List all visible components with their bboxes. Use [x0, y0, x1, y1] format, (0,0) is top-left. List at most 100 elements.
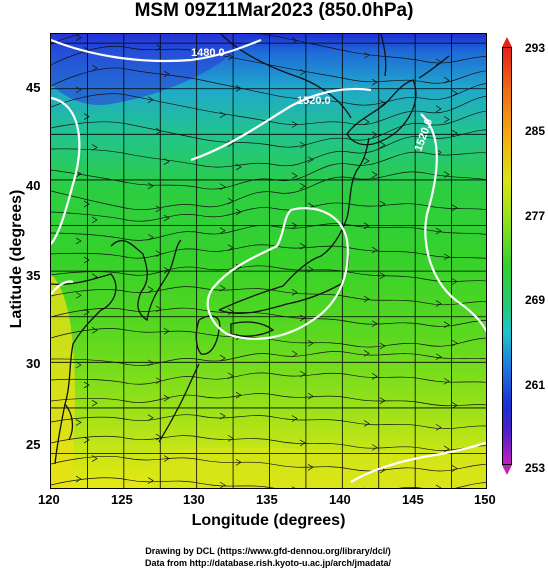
x-tick: 135 [256, 492, 278, 507]
contour-label-1480: 1480.0 [191, 47, 225, 59]
streamline [51, 67, 486, 106]
streamline-arrow [163, 70, 170, 78]
streamline-arrow [75, 170, 82, 178]
streamline-arrow [75, 475, 82, 483]
streamline-arrow [219, 412, 226, 420]
streamline-arrow [75, 419, 82, 426]
streamline-arrow [291, 172, 298, 180]
coast-kurils [418, 55, 450, 79]
streamline-arrow [155, 433, 162, 441]
streamline-arrow [363, 157, 370, 165]
y-axis-label: Latitude (degrees) [8, 189, 25, 329]
streamline-arrow [435, 105, 442, 113]
streamline-arrow [163, 266, 170, 274]
streamline-arrow [235, 208, 242, 216]
streamline-arrow [219, 227, 226, 234]
credit-drawing: Drawing by DCL (https://www.gfd-dennou.o… [145, 546, 391, 556]
streamline-arrow [91, 216, 98, 224]
colorbar-max-arrow [502, 37, 512, 47]
streamline-arrow [299, 314, 306, 322]
colorbar [502, 47, 512, 465]
y-tick: 25 [26, 437, 41, 452]
streamline-arrow [371, 444, 378, 451]
streamline-arrow [307, 339, 314, 347]
streamline-arrow [363, 222, 370, 230]
streamline-arrow [227, 140, 234, 147]
streamline [51, 477, 486, 488]
y-tick: 45 [26, 80, 41, 95]
streamline-arrow [291, 350, 298, 358]
streamline-arrow [227, 53, 234, 61]
streamline-arrow [307, 266, 314, 273]
streamline-arrow [163, 327, 170, 335]
streamline-arrow [155, 377, 162, 384]
streamline-arrow [451, 339, 458, 347]
streamline-arrow [435, 424, 442, 431]
streamline-arrow [363, 118, 370, 126]
streamline-arrow [227, 197, 234, 205]
colorbar-tick: 293 [525, 41, 546, 55]
map-plot-area: 1480.0 1520.0 1520.0 [50, 33, 487, 489]
streamline-arrow [91, 273, 98, 281]
streamline [51, 93, 486, 125]
contour-label-1520-b: 1520.0 [413, 117, 436, 153]
colorbar-tick: 277 [525, 209, 546, 223]
contour-1540 [206, 207, 349, 340]
streamline-arrow [235, 459, 242, 466]
y-tick: 30 [26, 356, 41, 371]
x-tick: 140 [329, 492, 351, 507]
streamline-arrow [147, 359, 154, 367]
streamline-arrow [163, 394, 170, 402]
streamline [51, 351, 486, 366]
streamline-arrow [443, 76, 450, 84]
streamline-arrow [91, 399, 98, 407]
streamline-arrow [75, 86, 82, 94]
streamline-arrow [91, 327, 98, 334]
streamline-arrow [75, 292, 82, 299]
streamline-arrow [299, 68, 306, 76]
streamline-arrow [155, 250, 162, 258]
streamline-arrow [155, 44, 162, 51]
streamline-arrow [83, 256, 90, 264]
contour-label-1520-a: 1520.0 [297, 95, 331, 107]
streamline-arrow [443, 253, 450, 261]
streamline-arrow [363, 420, 370, 427]
colorbar-tick: 253 [525, 461, 546, 475]
streamline-arrow [299, 141, 306, 149]
streamline-arrow [83, 308, 90, 316]
streamline [51, 202, 486, 222]
streamline-arrow [227, 435, 234, 442]
streamline [51, 328, 486, 348]
warm-region-west [51, 274, 75, 488]
streamline-arrow [363, 295, 370, 303]
streamline-arrow [235, 391, 242, 399]
streamline-arrow [147, 233, 154, 241]
streamline-arrow [219, 481, 226, 488]
streamline-arrow [91, 455, 98, 462]
contour-south [350, 441, 486, 483]
colorbar-tick: 285 [525, 124, 546, 138]
streamline [51, 129, 486, 168]
streamline [51, 414, 486, 430]
streamline-arrow [451, 129, 458, 137]
map-title: MSM 09Z11Mar2023 (850.0hPa) [134, 0, 414, 21]
coast-kyushu [195, 315, 221, 355]
streamline-arrow [451, 402, 458, 409]
streamline-arrow [443, 377, 450, 385]
streamline-arrow [379, 141, 386, 149]
contour-sw [51, 280, 74, 295]
streamline-arrow [299, 370, 306, 378]
streamline-arrow [371, 78, 378, 86]
x-tick: 120 [38, 492, 60, 507]
colorbar-min-arrow [502, 465, 512, 475]
credit-data: Data from http://database.rish.kyoto-u.a… [144, 558, 392, 568]
streamline-arrow [83, 113, 90, 120]
streamline-arrow [379, 272, 386, 279]
streamline-arrow [83, 436, 90, 444]
height-contours [51, 38, 486, 483]
contour-1480 [51, 38, 262, 63]
streamline-arrow [379, 342, 386, 350]
streamline-arrow [443, 445, 450, 453]
map-canvas: 1480.0 1520.0 1520.0 [51, 34, 486, 488]
streamline-arrow [227, 244, 234, 252]
